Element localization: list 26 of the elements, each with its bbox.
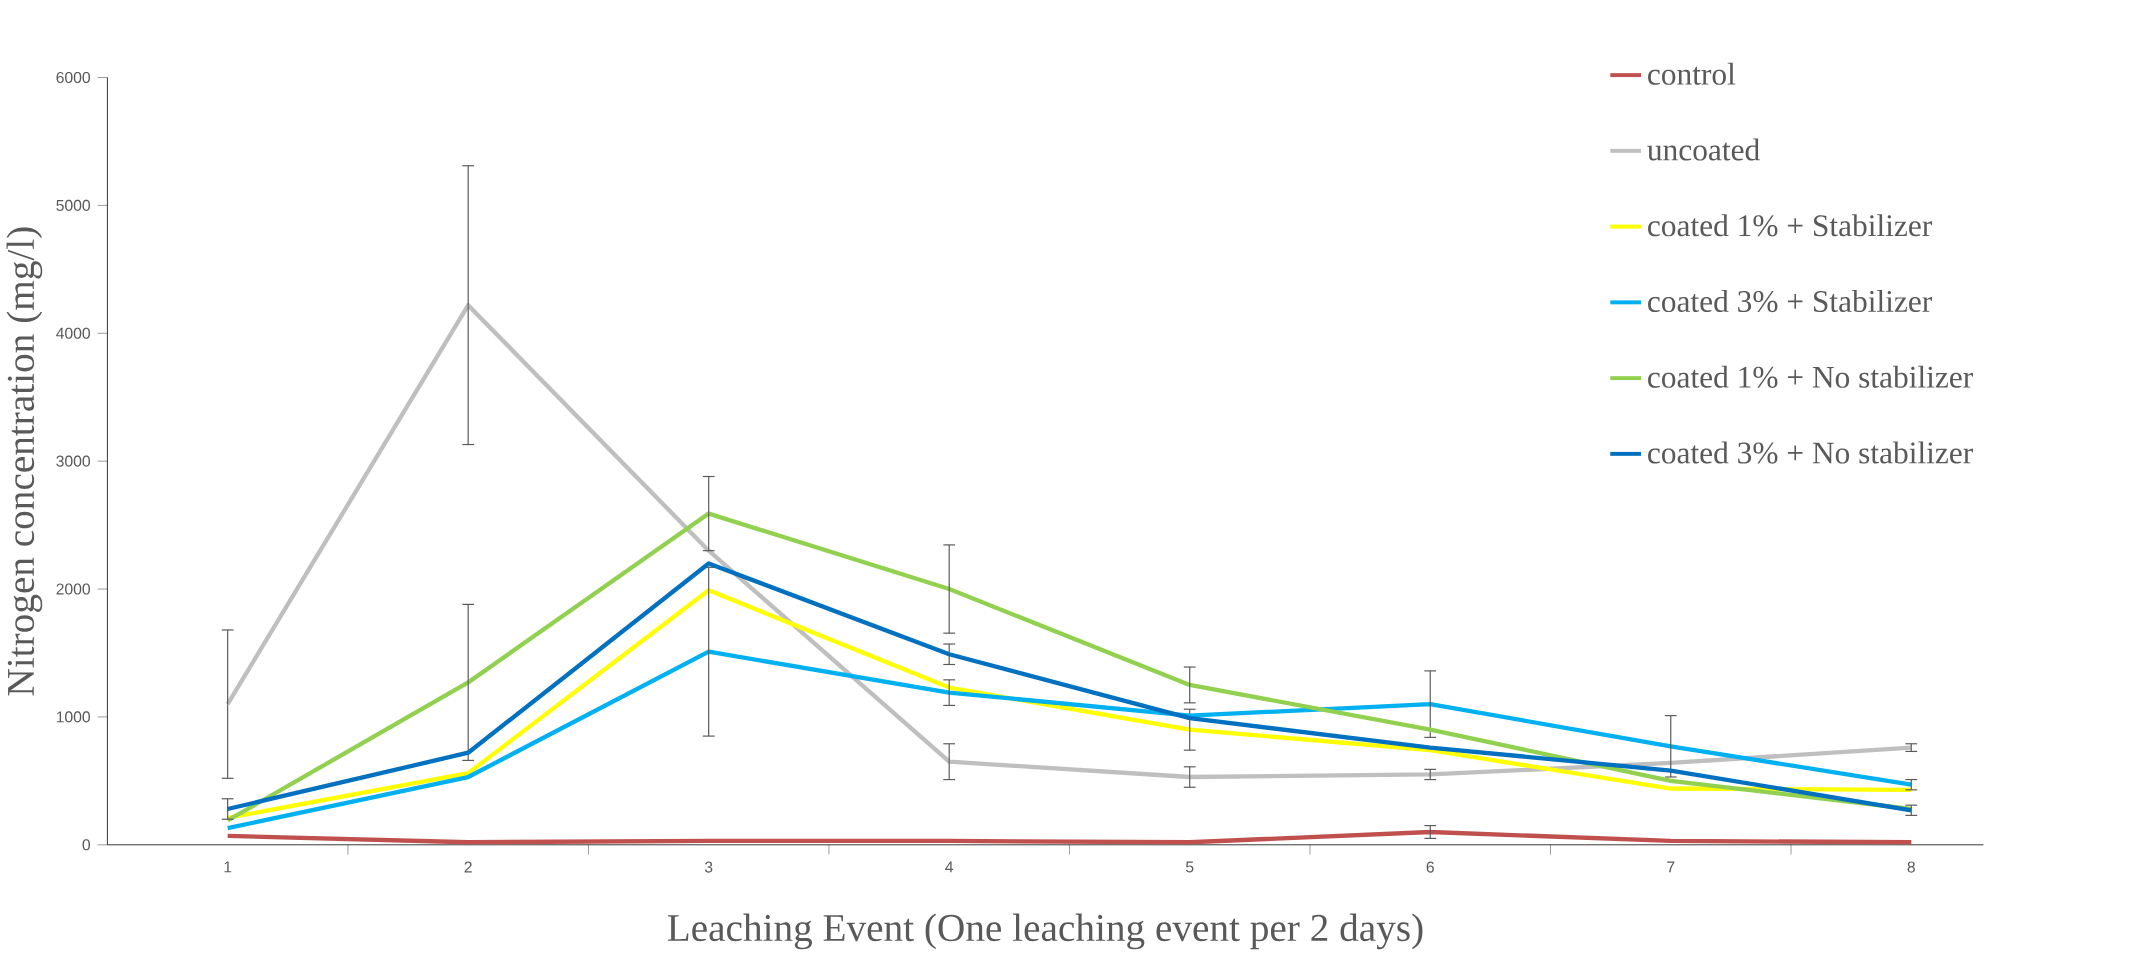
x-tick-label: 6 [1426,861,1434,873]
y-tick-label: 2000 [56,583,91,595]
x-tick-label: 7 [1667,861,1675,873]
legend-label: coated 3% + Stabilizer [1648,290,1932,313]
legend-label: uncoated [1647,138,1760,161]
y-tick-label: 5000 [56,200,91,212]
legend-label: control [1648,62,1736,86]
x-axis-title: Leaching Event (One leaching event per 2 days) [667,913,1423,950]
legend-label: coated 1% + Stabilizer [1648,214,1932,237]
line-series [225,511,1914,823]
x-tick-label: 8 [1907,861,1915,873]
y-tick-label: 1000 [56,711,91,723]
x-tick-label: 1 [224,861,232,873]
legend-label: coated 1% + No stabilizer [1648,365,1973,389]
y-tick-label: 6000 [56,72,91,84]
legend-label: coated 3% + No stabilizer [1648,441,1973,464]
y-tick-label: 0 [82,839,91,851]
y-tick-label: 3000 [56,455,91,467]
line-series [225,649,1914,831]
x-tick-label: 2 [464,861,472,873]
y-axis-title: Nitrogen concentration (mg/l) [6,227,43,696]
x-tick-label: 5 [1185,861,1194,873]
x-tick-label: 3 [704,861,713,873]
line-series [225,830,1914,845]
x-tick-label: 4 [945,861,954,873]
y-tick-label: 4000 [56,327,91,340]
